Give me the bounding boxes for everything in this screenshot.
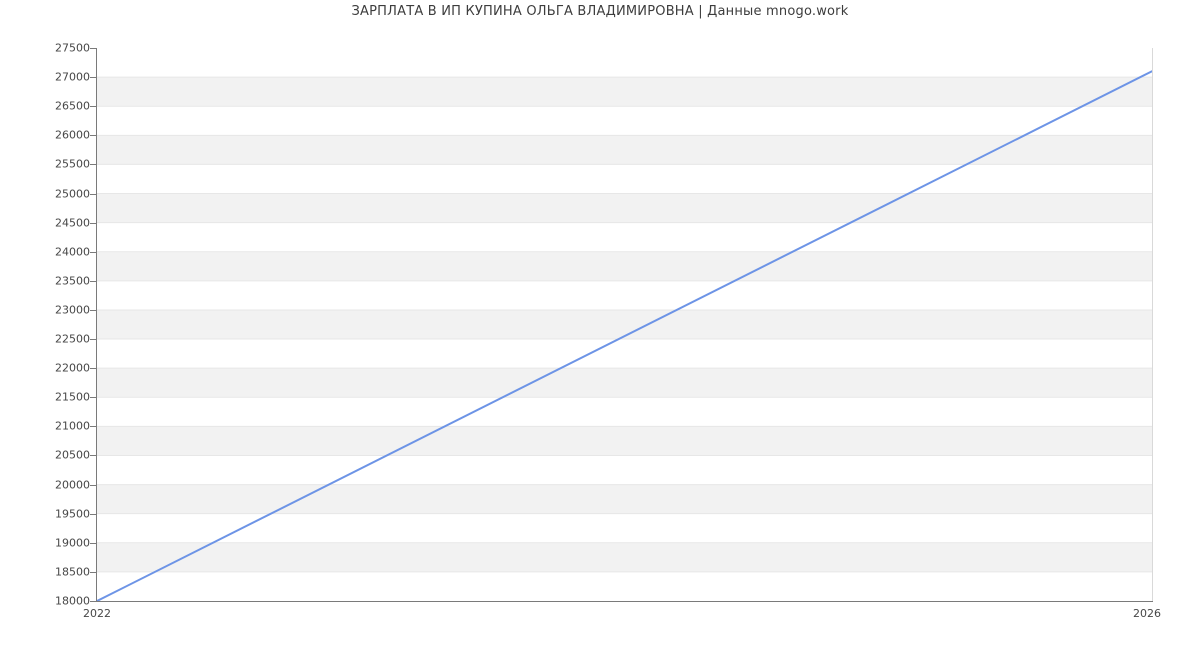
chart-title: ЗАРПЛАТА В ИП КУПИНА ОЛЬГА ВЛАДИМИРОВНА … [351, 4, 849, 19]
salary-line [97, 70, 1152, 601]
grid-band [97, 193, 1152, 223]
y-tick-mark [90, 339, 96, 341]
y-tick-label: 18000 [55, 594, 90, 608]
y-tick-label: 25500 [55, 157, 90, 171]
y-tick-label: 21000 [55, 419, 90, 433]
y-tick-mark [90, 426, 96, 428]
y-tick-label: 23000 [55, 303, 90, 317]
y-tick-mark [90, 222, 96, 224]
grid-band [97, 77, 1152, 107]
y-tick-mark [90, 280, 96, 282]
y-tick-mark [90, 251, 96, 253]
grid-band [97, 426, 1152, 456]
plot-svg [97, 70, 1152, 601]
plot-right-border [1152, 48, 1153, 601]
y-tick-mark [90, 164, 96, 166]
y-tick-label: 24500 [55, 216, 90, 230]
y-tick-label: 22000 [55, 361, 90, 375]
y-tick-label: 20500 [55, 448, 90, 462]
y-tick-mark [90, 455, 96, 457]
y-tick-mark [90, 542, 96, 544]
y-tick-mark [90, 309, 96, 311]
y-tick-mark [90, 193, 96, 195]
grid-band [97, 368, 1152, 398]
y-tick-label: 23500 [55, 274, 90, 288]
y-tick-label: 22500 [55, 332, 90, 346]
grid-band [97, 542, 1152, 572]
grid-band [97, 484, 1152, 514]
y-tick-mark [90, 513, 96, 515]
y-tick-label: 27500 [55, 41, 90, 55]
y-tick-mark [90, 368, 96, 370]
y-tick-mark [90, 106, 96, 108]
y-tick-label: 21500 [55, 390, 90, 404]
y-tick-label: 24000 [55, 245, 90, 259]
x-tick-label: 2022 [83, 607, 111, 620]
y-tick-label: 25000 [55, 187, 90, 201]
y-tick-mark [90, 77, 96, 79]
y-tick-label: 18500 [55, 565, 90, 579]
y-tick-mark [90, 484, 96, 486]
y-tick-mark [90, 48, 96, 49]
y-tick-label: 19500 [55, 507, 90, 521]
y-tick-label: 19000 [55, 536, 90, 550]
x-axis-line [96, 601, 1153, 602]
y-tick-mark [90, 397, 96, 399]
y-tick-label: 27000 [55, 70, 90, 84]
y-tick-label: 20000 [55, 478, 90, 492]
grid-band [97, 251, 1152, 281]
y-tick-label: 26000 [55, 128, 90, 142]
plot-area [97, 48, 1152, 601]
grid-band [97, 309, 1152, 340]
y-tick-mark [90, 571, 96, 573]
y-tick-mark [90, 601, 96, 602]
x-tick-label: 2026 [1133, 607, 1161, 620]
y-tick-label: 26500 [55, 99, 90, 113]
y-tick-mark [90, 135, 96, 137]
y-axis-line [96, 48, 97, 602]
